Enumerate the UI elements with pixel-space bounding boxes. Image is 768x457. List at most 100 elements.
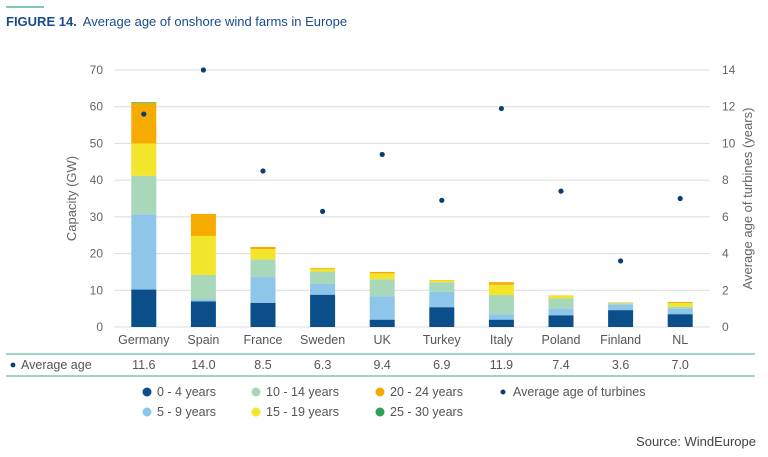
y-tick-label: 30 <box>90 210 104 224</box>
legend-marker <box>251 407 261 417</box>
bar-segment-sweden-5-9years <box>310 283 336 295</box>
figure-title: FIGURE 14. Average age of onshore wind fa… <box>6 14 347 29</box>
bar-segment-finland-0-4years <box>608 310 634 327</box>
bar-segment-germany-20-24years <box>131 103 157 144</box>
bar-segment-italy-10-14years <box>488 295 514 315</box>
average-age-point <box>141 111 147 117</box>
bar-segment-nl-20-24years <box>667 302 693 304</box>
table-row-value: 11.6 <box>132 358 155 372</box>
table-row-value: 3.6 <box>612 358 629 372</box>
source-note: Source: WindEurope <box>636 434 756 449</box>
bar-segment-sweden-10-14years <box>310 271 336 284</box>
bar-segment-turkey-0-4years <box>429 307 455 327</box>
average-age-point <box>200 67 206 73</box>
x-tick-label: Sweden <box>300 333 345 347</box>
x-tick-label: Finland <box>600 333 641 347</box>
bar-segment-turkey-15-19years <box>429 280 455 283</box>
y2-tick-label: 0 <box>722 320 729 334</box>
table-row-value: 11.9 <box>490 358 513 372</box>
bar-segment-france-20-24years <box>250 246 276 250</box>
y2-tick-label: 14 <box>722 63 736 77</box>
average-age-point <box>558 188 564 194</box>
bar-segment-poland-10-14years <box>548 298 574 309</box>
y2-tick-label: 10 <box>722 136 736 150</box>
bar-segment-italy-20-24years <box>488 282 514 285</box>
bar-segment-france-15-19years <box>250 249 276 260</box>
figure-title-text: Average age of onshore wind farms in Eur… <box>82 14 348 29</box>
bar-segment-germany-15-19years <box>131 143 157 176</box>
bar-segment-uk-15-19years <box>369 273 395 280</box>
bar-segment-nl-15-19years <box>667 303 693 307</box>
bar-segment-france-10-14years <box>250 259 276 278</box>
average-age-point <box>677 195 683 202</box>
legend-marker <box>500 389 506 395</box>
x-tick-label: France <box>244 333 283 347</box>
bar-segment-france-0-4years <box>250 302 276 327</box>
bar-segment-spain-20-24years <box>190 213 216 236</box>
y-tick-label: 20 <box>90 247 104 261</box>
y-tick-label: 40 <box>90 173 104 187</box>
figure-number: FIGURE 14. <box>6 14 77 29</box>
y-tick-label: 10 <box>90 283 104 297</box>
x-tick-label: Spain <box>187 333 219 347</box>
legend-label: 20 - 24 years <box>390 385 463 399</box>
average-age-point <box>320 208 326 214</box>
y2-tick-label: 12 <box>722 100 736 114</box>
legend-label: 15 - 19 years <box>266 405 339 419</box>
bar-segment-italy-15-19years <box>488 284 514 296</box>
table-row-value: 6.3 <box>314 358 331 372</box>
legend-marker <box>142 387 152 397</box>
average-age-point <box>498 105 504 112</box>
bar-segment-poland-5-9years <box>548 308 574 316</box>
table-row-dot <box>10 362 16 368</box>
table-row-value: 14.0 <box>191 358 215 372</box>
legend-label: 10 - 14 years <box>266 385 339 399</box>
table-row-value: 8.5 <box>254 358 271 372</box>
legend-label: Average age of turbines <box>513 385 646 399</box>
y-tick-label: 60 <box>90 100 104 114</box>
y2-tick-label: 8 <box>722 173 729 187</box>
legend-label: 5 - 9 years <box>157 405 216 419</box>
bar-segment-poland-0-4years <box>548 315 574 327</box>
bar-segment-nl-5-9years <box>667 308 693 315</box>
legend-marker <box>375 387 385 397</box>
average-age-point <box>379 151 385 158</box>
y-tick-label: 50 <box>90 136 104 150</box>
table-row-value: 7.0 <box>672 358 689 372</box>
x-tick-label: NL <box>672 333 688 347</box>
bar-segment-sweden-15-19years <box>310 268 336 272</box>
y2-tick-label: 2 <box>722 283 729 297</box>
y-tick-label: 70 <box>90 63 104 77</box>
legend-label: 0 - 4 years <box>157 385 216 399</box>
bar-segment-uk-20-24years <box>369 271 395 274</box>
bar-segment-sweden-0-4years <box>310 294 336 327</box>
bar-segment-turkey-10-14years <box>429 282 455 292</box>
bar-segment-poland-15-19years <box>548 295 574 299</box>
x-tick-label: Poland <box>542 333 581 347</box>
x-tick-label: Italy <box>490 333 514 347</box>
bar-segment-spain-0-4years <box>190 301 216 327</box>
y-tick-label: 0 <box>96 320 103 334</box>
table-row-value: 7.4 <box>552 358 569 372</box>
bar-segment-germany-0-4years <box>131 289 157 327</box>
y2-tick-label: 6 <box>722 210 729 224</box>
legend-marker <box>375 407 385 417</box>
average-age-point <box>439 197 445 203</box>
average-age-point <box>618 258 624 264</box>
bar-segment-italy-0-4years <box>488 319 514 327</box>
y2-axis-title: Average age of turbines (years) <box>740 108 755 290</box>
bar-segment-france-5-9years <box>250 277 276 303</box>
x-tick-label: Germany <box>118 333 170 347</box>
bar-segment-spain-5-9years <box>190 299 216 302</box>
wind-farm-age-chart: 0 10 20 30 40 50 60 70 0 2 4 6 8 10 12 14 Capacity (GW) A… <box>6 63 755 419</box>
bar-segment-germany-10-14years <box>131 175 157 215</box>
table-row-value: 9.4 <box>374 358 391 372</box>
bar-segment-germany-5-9years <box>131 214 157 290</box>
bar-segment-italy-5-9years <box>488 314 514 320</box>
y2-tick-label: 4 <box>722 247 729 261</box>
bar-segment-spain-15-19years <box>190 235 216 275</box>
bar-segment-finland-10-14years <box>608 303 634 305</box>
legend-marker <box>251 387 261 397</box>
bar-segment-uk-0-4years <box>369 319 395 327</box>
table-row-label: Average age <box>21 358 92 372</box>
